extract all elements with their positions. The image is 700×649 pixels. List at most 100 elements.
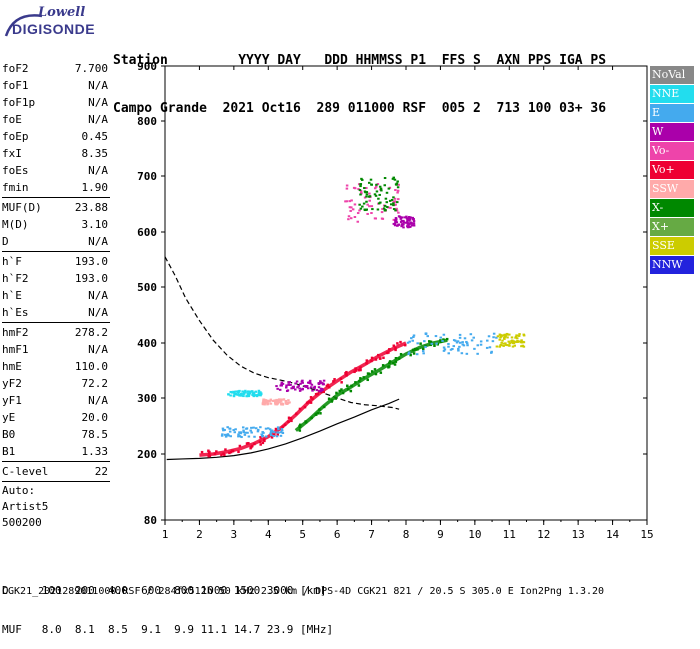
echo-point	[376, 208, 380, 211]
echo-point	[318, 390, 321, 393]
echo-point	[387, 365, 391, 368]
echo-point	[470, 339, 474, 342]
echo-point	[479, 343, 483, 346]
echo-point	[247, 441, 250, 445]
echo-point	[442, 338, 445, 341]
echo-point	[395, 221, 399, 224]
echo-point	[408, 223, 411, 226]
echo-point	[233, 393, 237, 396]
echo-point	[305, 385, 309, 388]
param-value: 1.33	[81, 445, 109, 458]
echo-point	[275, 385, 278, 388]
y-tick-label: 400	[137, 337, 157, 350]
echo-point	[294, 388, 297, 391]
echo-point	[442, 346, 446, 349]
station-header: Station YYYY DAY DDD HHMMSS P1 FFS S AXN…	[113, 21, 606, 133]
echo-point	[347, 218, 350, 221]
echo-point	[345, 372, 348, 376]
echo-point	[412, 224, 416, 227]
echo-point	[222, 452, 225, 455]
echo-point	[490, 350, 493, 353]
echo-point	[242, 429, 245, 432]
echo-point	[394, 217, 398, 220]
echo-point	[366, 212, 369, 215]
echo-point	[386, 206, 389, 209]
echo-point	[389, 206, 392, 209]
echo-point	[442, 333, 446, 336]
param-name: h`F2	[2, 272, 29, 285]
echo-point	[260, 392, 263, 395]
echo-point	[455, 341, 459, 344]
echo-point	[370, 205, 374, 208]
echo-point	[413, 348, 416, 352]
echo-point	[393, 203, 397, 206]
echo-point	[333, 378, 336, 381]
echo-point	[308, 379, 312, 382]
echo-point	[280, 383, 283, 386]
echo-point	[278, 401, 281, 404]
echo-point	[262, 401, 266, 404]
param-block-confidence: C-level 22	[2, 463, 110, 480]
legend-vo: Vo-	[650, 142, 694, 160]
echo-point	[508, 342, 512, 345]
echo-point	[259, 443, 262, 446]
echo-point	[380, 189, 383, 192]
echo-point	[387, 187, 391, 190]
echo-point	[239, 431, 243, 434]
echo-point	[498, 338, 502, 341]
echo-point	[247, 392, 250, 395]
echo-point	[252, 426, 255, 429]
param-name: yE	[2, 411, 16, 424]
echo-point	[284, 399, 288, 402]
echo-point	[402, 223, 405, 226]
legend-e: E	[650, 104, 694, 122]
echo-point	[394, 346, 397, 350]
echo-point	[313, 385, 317, 388]
header-values: Campo Grande 2021 Oct16 289 011000 RSF 0…	[113, 101, 607, 116]
echo-point	[419, 342, 422, 345]
x-tick-label: 15	[640, 528, 653, 541]
echo-point	[229, 435, 232, 438]
y-tick-label: 900	[137, 60, 157, 73]
echo-point	[490, 351, 493, 354]
echo-point	[315, 389, 319, 392]
echo-point	[374, 372, 378, 376]
echo-point	[289, 417, 293, 420]
param-value: N/A	[88, 235, 108, 248]
echo-point	[321, 388, 324, 391]
echo-point	[287, 420, 290, 424]
echo-point	[375, 185, 378, 188]
logo-lowell: Lowell	[38, 5, 86, 20]
param-value: N/A	[88, 306, 108, 319]
echo-point	[254, 390, 258, 393]
echo-point	[382, 356, 385, 360]
param-row-fof2: foF2 7.700	[2, 60, 110, 77]
echo-point	[279, 434, 283, 437]
param-name: foF1p	[2, 96, 36, 109]
echo-point	[500, 341, 503, 344]
x-tick-label: 4	[265, 528, 272, 541]
echo-point	[405, 215, 408, 218]
echo-point	[251, 394, 254, 397]
echo-point	[305, 401, 309, 405]
divider	[2, 461, 110, 462]
echo-point	[406, 222, 410, 225]
echo-point	[377, 202, 381, 205]
echo-point	[424, 345, 427, 348]
echo-point	[320, 387, 324, 390]
echo-point	[259, 436, 262, 439]
echo-point	[274, 403, 277, 406]
x-tick-label: 9	[437, 528, 444, 541]
echo-point	[368, 199, 371, 202]
echo-point	[280, 403, 283, 406]
echo-point	[259, 391, 262, 394]
echo-point	[409, 353, 412, 357]
echo-point	[504, 335, 507, 338]
param-row-fof1: foF1 N/A	[2, 77, 110, 94]
param-row-yf2: yF2 72.2	[2, 375, 110, 392]
echo-point	[416, 348, 419, 351]
echo-point	[395, 209, 399, 212]
echo-point	[498, 333, 502, 336]
param-value: N/A	[88, 113, 108, 126]
echo-point	[251, 392, 255, 395]
